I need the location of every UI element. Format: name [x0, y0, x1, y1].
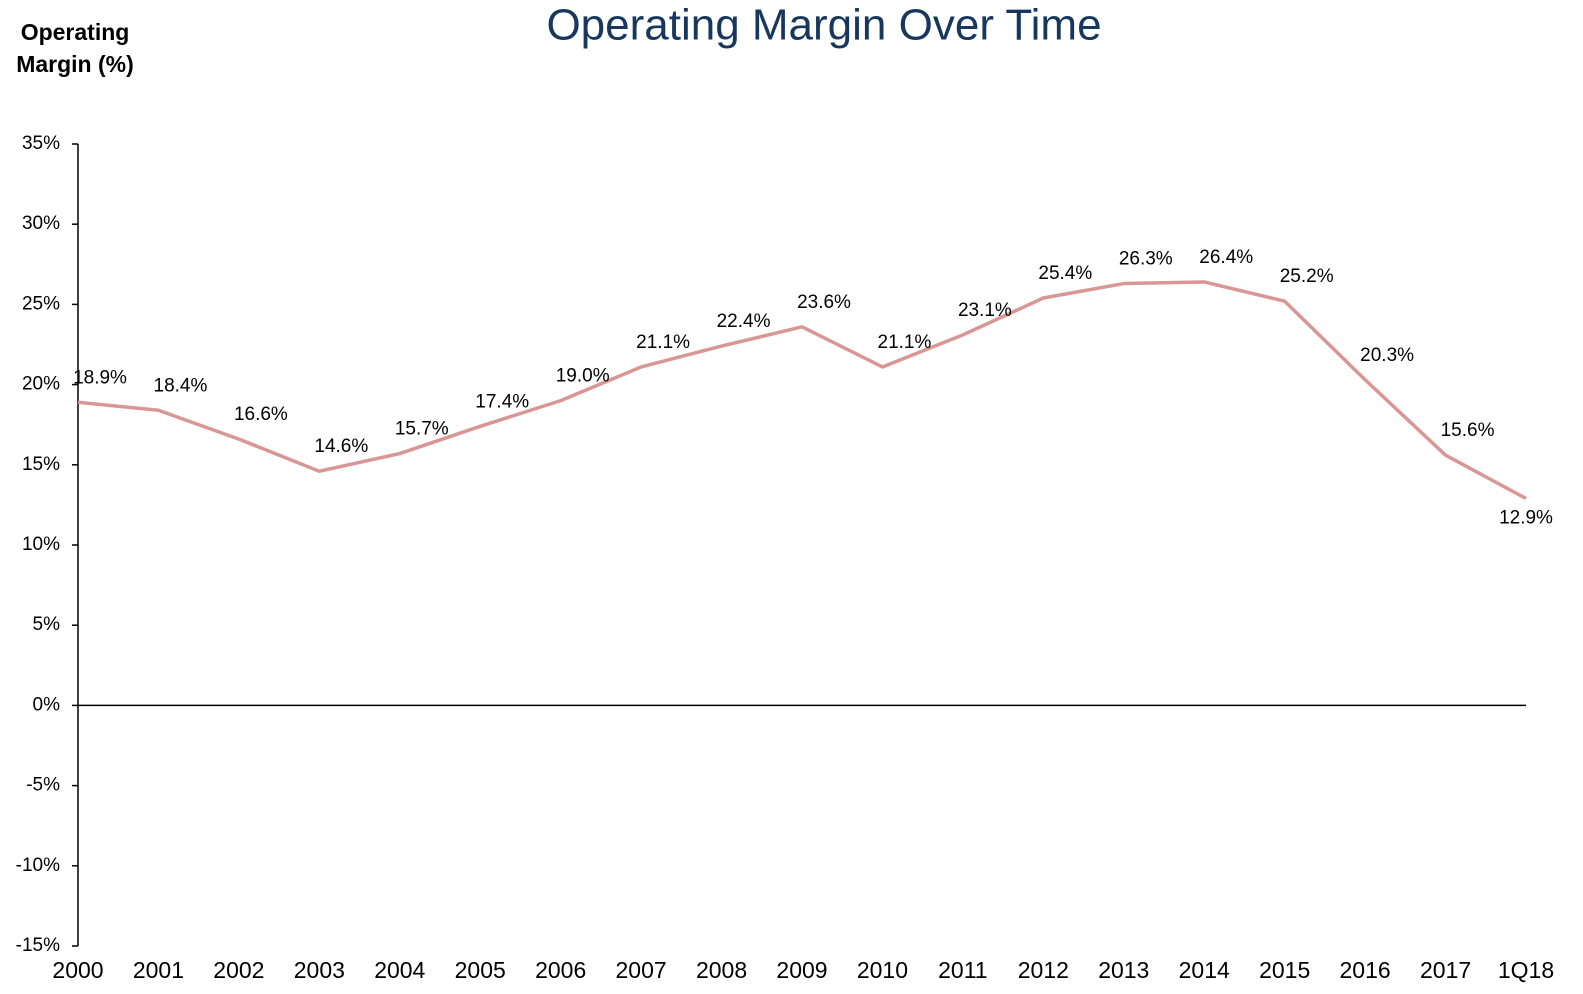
x-tick-label: 1Q18 — [1498, 957, 1554, 983]
data-label: 18.9% — [73, 367, 127, 388]
data-label: 21.1% — [636, 332, 690, 353]
y-tick-label: -5% — [26, 775, 60, 796]
x-tick-label: 2010 — [857, 957, 908, 983]
x-tick-label: 2015 — [1259, 957, 1310, 983]
data-label: 14.6% — [314, 436, 368, 457]
data-label: 20.3% — [1360, 345, 1414, 366]
x-tick-label: 2004 — [374, 957, 425, 983]
x-tick-label: 2006 — [535, 957, 586, 983]
y-tick-label: 20% — [22, 374, 60, 395]
x-tick-label: 2014 — [1179, 957, 1230, 983]
y-tick-label: 5% — [33, 614, 61, 635]
data-label: 22.4% — [717, 311, 771, 332]
x-tick-label: 2012 — [1018, 957, 1069, 983]
x-tick-label: 2000 — [52, 957, 103, 983]
data-label: 12.9% — [1499, 507, 1553, 528]
data-line — [77, 280, 1527, 501]
x-tick-label: 2013 — [1098, 957, 1149, 983]
data-label: 16.6% — [234, 404, 288, 425]
y-tick-label: 25% — [22, 293, 60, 314]
x-tick-label: 2016 — [1340, 957, 1391, 983]
y-tick-label: 30% — [22, 213, 60, 234]
y-axis-title: Operating Margin (%) — [16, 19, 134, 77]
y-tick-label: 35% — [22, 133, 60, 154]
x-tick-label: 2001 — [133, 957, 184, 983]
data-label: 26.3% — [1119, 249, 1173, 270]
data-label: 26.4% — [1199, 247, 1253, 268]
y-tick-label: -10% — [16, 855, 60, 876]
y-tick-label: 0% — [33, 694, 61, 715]
data-label: 17.4% — [475, 391, 529, 412]
data-label: 23.1% — [958, 300, 1012, 321]
data-label: 25.2% — [1280, 266, 1334, 287]
x-tick-label: 2009 — [776, 957, 827, 983]
x-tick-label: 2003 — [294, 957, 345, 983]
data-label: 15.7% — [395, 419, 449, 440]
chart-title: Operating Margin Over Time — [546, 1, 1101, 50]
data-label: 25.4% — [1038, 263, 1092, 284]
y-tick-label: -15% — [16, 935, 60, 956]
x-tick-label: 2007 — [616, 957, 667, 983]
y-tick-label: 15% — [22, 454, 60, 475]
data-label: 18.4% — [154, 375, 208, 396]
x-tick-label: 2005 — [455, 957, 506, 983]
data-label: 15.6% — [1441, 420, 1495, 441]
data-label: 23.6% — [797, 292, 851, 313]
data-label: 21.1% — [878, 332, 932, 353]
x-tick-label: 2011 — [938, 957, 987, 983]
x-tick-label: 2008 — [696, 957, 747, 983]
data-label: 19.0% — [556, 366, 610, 387]
x-tick-label: 2017 — [1420, 957, 1471, 983]
y-tick-label: 10% — [22, 534, 60, 555]
x-tick-label: 2002 — [213, 957, 264, 983]
